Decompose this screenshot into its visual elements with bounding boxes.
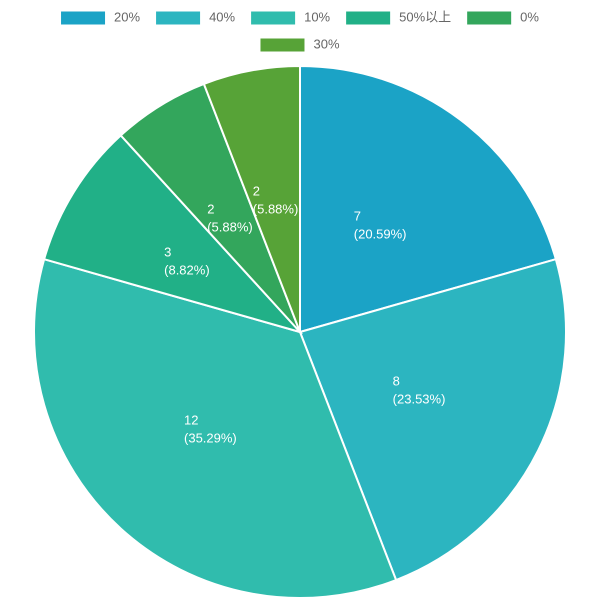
slice-value-label: 8 [393,374,400,389]
legend-swatch [156,11,201,25]
legend-label: 0% [520,9,539,24]
legend-item: 40% [156,9,236,25]
pie-slice [33,257,398,599]
legend-item: 0% [467,9,539,25]
legend-item: 20% [61,9,140,25]
legend-label: 10% [304,9,330,24]
legend-swatch [260,38,305,52]
slice-value-label: 12 [184,413,198,428]
legend-swatch [346,11,391,25]
slice-value-label: 7 [354,208,361,223]
slice-percent-label: (35.29%) [184,431,237,446]
slice-percent-label: (8.82%) [164,262,210,277]
legend-swatch [61,11,106,25]
slice-percent-label: (5.88%) [207,219,253,234]
legend-item: 30% [260,36,340,52]
pie-slice [42,134,304,334]
slice-value-label: 2 [207,201,214,216]
legend-label: 20% [114,9,140,24]
pie-slice [202,64,301,333]
pie-slice [298,257,567,582]
slice-percent-label: (23.53%) [393,392,446,407]
legend-item: 10% [251,9,331,25]
legend-swatch [251,11,296,25]
slice-percent-label: (5.88%) [253,202,299,217]
legend-swatch [467,11,512,25]
slice-percent-label: (20.59%) [354,226,407,241]
slice-value-label: 3 [164,244,171,259]
legend-label: 50%以上 [399,9,451,24]
legend-item: 50%以上 [346,9,451,25]
legend-label: 30% [313,36,339,51]
slice-value-label: 2 [253,184,260,199]
legend-label: 40% [209,9,235,24]
pie-slice [299,64,558,334]
